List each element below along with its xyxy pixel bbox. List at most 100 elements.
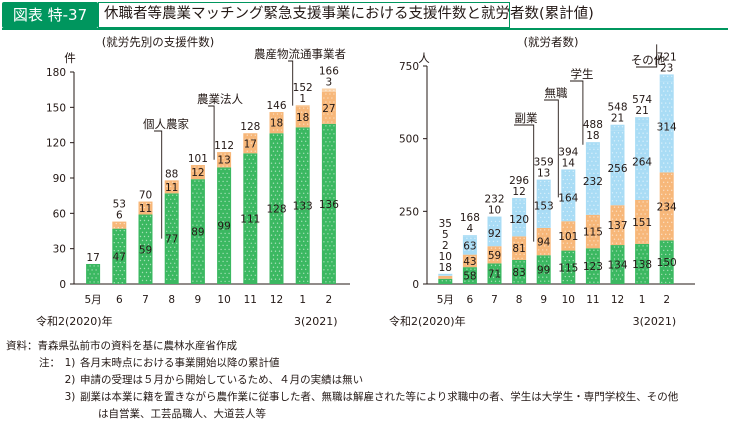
- bar-texture-dot: [325, 125, 327, 127]
- bar-texture-dot: [299, 240, 301, 243]
- total-label-0: 70: [139, 190, 152, 202]
- bar-texture-dot: [301, 260, 303, 263]
- bar-texture-dot: [270, 194, 273, 196]
- bar-texture-dot: [329, 265, 331, 267]
- bar-texture-dot: [252, 270, 254, 272]
- segment-label-1: 153: [534, 201, 554, 213]
- bar-texture-dot: [331, 193, 333, 195]
- bar-texture-dot: [548, 200, 550, 203]
- bar-texture-dot: [513, 249, 515, 252]
- bar-texture-dot: [222, 252, 224, 255]
- series-callout-label-1: 学生: [571, 67, 594, 81]
- bar-texture-dot: [192, 272, 194, 274]
- bar-texture-dot: [519, 269, 521, 271]
- bar-texture-dot: [566, 210, 568, 213]
- bar-texture-dot: [595, 160, 597, 163]
- bar-texture-dot: [544, 200, 546, 203]
- bar-texture-dot: [548, 272, 550, 274]
- bar-texture-dot: [274, 186, 277, 188]
- bar-texture-dot: [272, 166, 275, 168]
- bar-texture-dot: [661, 118, 663, 120]
- bar-texture-dot: [115, 261, 118, 264]
- bar-texture-dot: [246, 134, 248, 136]
- bar-texture-dot: [228, 184, 230, 187]
- bar-texture-dot: [278, 146, 281, 148]
- bar-texture-dot: [202, 180, 204, 182]
- bar-texture-dot: [638, 225, 640, 227]
- bar-segment-0-農業法人: [269, 112, 284, 134]
- bar-texture-dot: [640, 281, 642, 283]
- bar-texture-dot: [254, 134, 256, 136]
- bar-texture-dot: [333, 149, 335, 151]
- bar-texture-dot: [307, 176, 309, 179]
- bar-texture-dot: [323, 217, 325, 219]
- bar-texture-dot: [597, 156, 599, 159]
- bar-texture-dot: [149, 215, 152, 218]
- bar-texture-dot: [638, 180, 640, 182]
- bar-texture-dot: [540, 280, 542, 282]
- bar-texture-dot: [615, 136, 618, 138]
- bar-segment-1-学生: [462, 235, 477, 237]
- bar-texture-dot: [587, 269, 589, 271]
- bar-texture-dot: [248, 198, 250, 200]
- bar-texture-dot: [644, 265, 646, 267]
- bar-texture-dot: [276, 230, 279, 232]
- bar-texture-dot: [166, 262, 168, 265]
- bar-texture-dot: [617, 266, 620, 268]
- bar-texture-dot: [642, 241, 644, 243]
- bar-texture-dot: [200, 200, 202, 202]
- bar-texture-dot: [488, 240, 491, 243]
- bar-texture-dot: [642, 148, 644, 150]
- bar-texture-dot: [198, 244, 200, 246]
- bar-texture-dot: [254, 154, 256, 156]
- bar-texture-dot: [168, 234, 170, 237]
- bar-texture-dot: [464, 280, 466, 282]
- segment-label-1: 2: [442, 240, 449, 252]
- bar-texture-dot: [172, 218, 174, 221]
- bar-texture-dot: [307, 192, 309, 195]
- bar-texture-dot: [564, 190, 566, 193]
- bar-texture-dot: [218, 188, 220, 191]
- bar-texture-dot: [636, 281, 638, 283]
- bar-texture-dot: [278, 202, 281, 204]
- bar-texture-dot: [270, 146, 273, 148]
- bar-texture-dot: [303, 184, 305, 187]
- bar-texture-dot: [638, 201, 640, 203]
- bar-texture-dot: [168, 181, 170, 184]
- bar-texture-dot: [250, 266, 252, 268]
- bar-texture-dot: [200, 272, 202, 274]
- bar-texture-dot: [544, 216, 546, 219]
- series-callout-label-0: 農業法人: [197, 92, 243, 106]
- bar-texture-dot: [564, 198, 566, 201]
- bar-texture-dot: [202, 228, 204, 230]
- bar-segment-0-農業法人: [321, 92, 336, 124]
- total-label-1: 721: [657, 51, 677, 63]
- bar-texture-dot: [218, 268, 220, 271]
- bar-texture-dot: [621, 188, 624, 190]
- bar-texture-dot: [174, 185, 176, 188]
- bar-texture-dot: [228, 248, 230, 251]
- bar-texture-dot: [270, 218, 273, 220]
- bar-texture-dot: [303, 136, 305, 139]
- bar-texture-dot: [117, 226, 120, 229]
- bar-texture-dot: [611, 278, 614, 280]
- bar-texture-dot: [198, 166, 200, 168]
- bar-texture-dot: [589, 212, 591, 215]
- bar-texture-dot: [168, 226, 170, 229]
- bar-texture-dot: [303, 216, 305, 219]
- bar-texture-dot: [299, 224, 301, 227]
- bar-texture-dot: [665, 166, 667, 168]
- bar-texture-dot: [244, 206, 246, 208]
- bar-texture-dot: [222, 268, 224, 271]
- bar-texture-dot: [544, 253, 546, 255]
- total-label-1: 548: [607, 102, 627, 114]
- bar-texture-dot: [333, 89, 335, 92]
- bar-texture-dot: [250, 142, 252, 144]
- bar-texture-dot: [597, 143, 599, 145]
- bar-texture-dot: [498, 236, 501, 239]
- bar-texture-dot: [270, 186, 273, 188]
- bar-texture-dot: [226, 244, 228, 247]
- bar-texture-dot: [299, 248, 301, 251]
- bar-texture-dot: [474, 263, 476, 266]
- bar-texture-dot: [615, 226, 618, 228]
